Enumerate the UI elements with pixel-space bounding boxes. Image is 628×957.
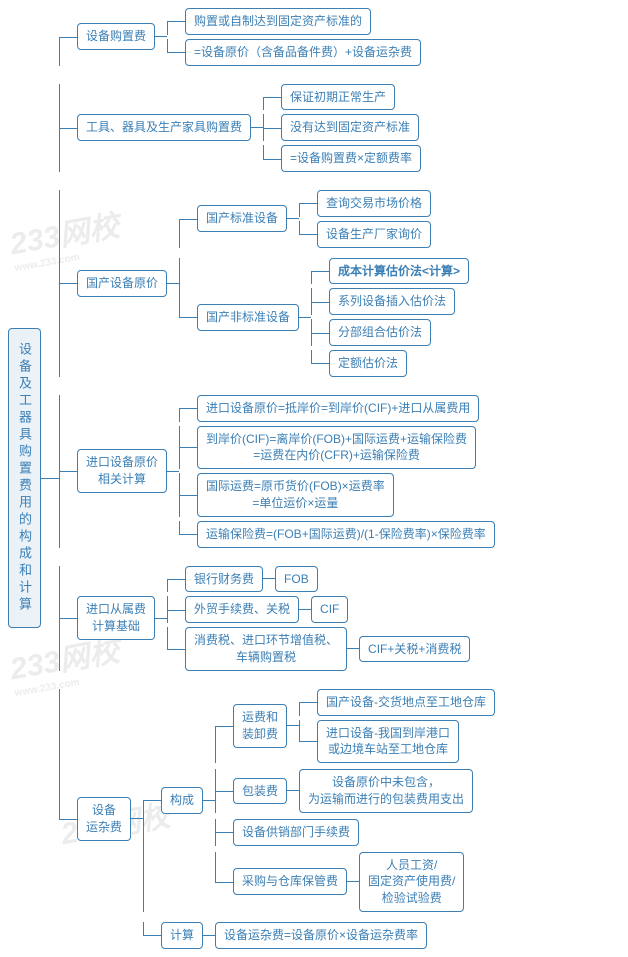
leaf: 保证初期正常生产 bbox=[281, 84, 395, 111]
leaf: 定额估价法 bbox=[329, 350, 407, 377]
leaf: 外贸手续费、关税 bbox=[185, 596, 299, 623]
mindmap-root-row: 设备及工器具购置费用的构成和计算 设备购置费 购置或自制达到固定资产标准的 =设… bbox=[4, 8, 624, 949]
node-calc: 计算 bbox=[161, 922, 203, 949]
root-node: 设备及工器具购置费用的构成和计算 bbox=[8, 328, 41, 628]
node-import-price: 进口设备原价 相关计算 bbox=[77, 449, 167, 493]
leaf: CIF+关税+消费税 bbox=[359, 636, 470, 663]
leaf: 到岸价(CIF)=离岸价(FOB)+国际运费+运输保险费 =运费在内价(CFR)… bbox=[197, 426, 476, 470]
leaf: CIF bbox=[311, 596, 348, 623]
leaf: 设备原价中未包含， 为运输而进行的包装费用支出 bbox=[299, 769, 473, 813]
node-domestic-std: 国产标准设备 bbox=[197, 205, 287, 232]
leaf: 购置或自制达到固定资产标准的 bbox=[185, 8, 371, 35]
node-procure: 采购与仓库保管费 bbox=[233, 868, 347, 895]
node-domestic-nonstd: 国产非标准设备 bbox=[197, 304, 299, 331]
leaf: =设备购置费×定额费率 bbox=[281, 145, 421, 172]
connector bbox=[41, 478, 59, 479]
leaf: 国际运费=原币货价(FOB)×运费率 =单位运价×运量 bbox=[197, 473, 394, 517]
leaf: 没有达到固定资产标准 bbox=[281, 114, 419, 141]
leaf: 银行财务费 bbox=[185, 566, 263, 593]
leaf: 系列设备插入估价法 bbox=[329, 288, 455, 315]
leaf: =设备原价（含备品备件费）+设备运杂费 bbox=[185, 39, 421, 66]
leaf: FOB bbox=[275, 566, 318, 593]
node-transport: 运费和 装卸费 bbox=[233, 704, 287, 748]
leaf: 查询交易市场价格 bbox=[317, 190, 431, 217]
node-tools: 工具、器具及生产家具购置费 bbox=[77, 114, 251, 141]
leaf: 设备运杂费=设备原价×设备运杂费率 bbox=[215, 922, 427, 949]
node-domestic-price: 国产设备原价 bbox=[77, 270, 167, 297]
node-equip-purchase: 设备购置费 bbox=[77, 23, 155, 50]
leaf: 进口设备-我国到岸港口 或边境车站至工地仓库 bbox=[317, 720, 459, 764]
leaf-bold: 成本计算估价法<计算> bbox=[329, 258, 469, 285]
leaf: 运输保险费=(FOB+国际运费)/(1-保险费率)×保险费率 bbox=[197, 521, 495, 548]
node-import-sub: 进口从属费 计算基础 bbox=[77, 596, 155, 640]
leaf: 消费税、进口环节增值税、 车辆购置税 bbox=[185, 627, 347, 671]
leaf: 人员工资/ 固定资产使用费/ 检验试验费 bbox=[359, 852, 464, 912]
node-packing: 包装费 bbox=[233, 778, 287, 805]
leaf: 分部组合估价法 bbox=[329, 319, 431, 346]
leaf: 进口设备原价=抵岸价=到岸价(CIF)+进口从属费用 bbox=[197, 395, 479, 422]
leaf: 设备供销部门手续费 bbox=[233, 819, 359, 846]
level1-children: 设备购置费 购置或自制达到固定资产标准的 =设备原价（含备品备件费）+设备运杂费… bbox=[59, 8, 495, 949]
node-composition: 构成 bbox=[161, 787, 203, 814]
node-misc-fee: 设备 运杂费 bbox=[77, 797, 131, 841]
leaf: 设备生产厂家询价 bbox=[317, 221, 431, 248]
leaf: 国产设备-交货地点至工地仓库 bbox=[317, 689, 495, 716]
